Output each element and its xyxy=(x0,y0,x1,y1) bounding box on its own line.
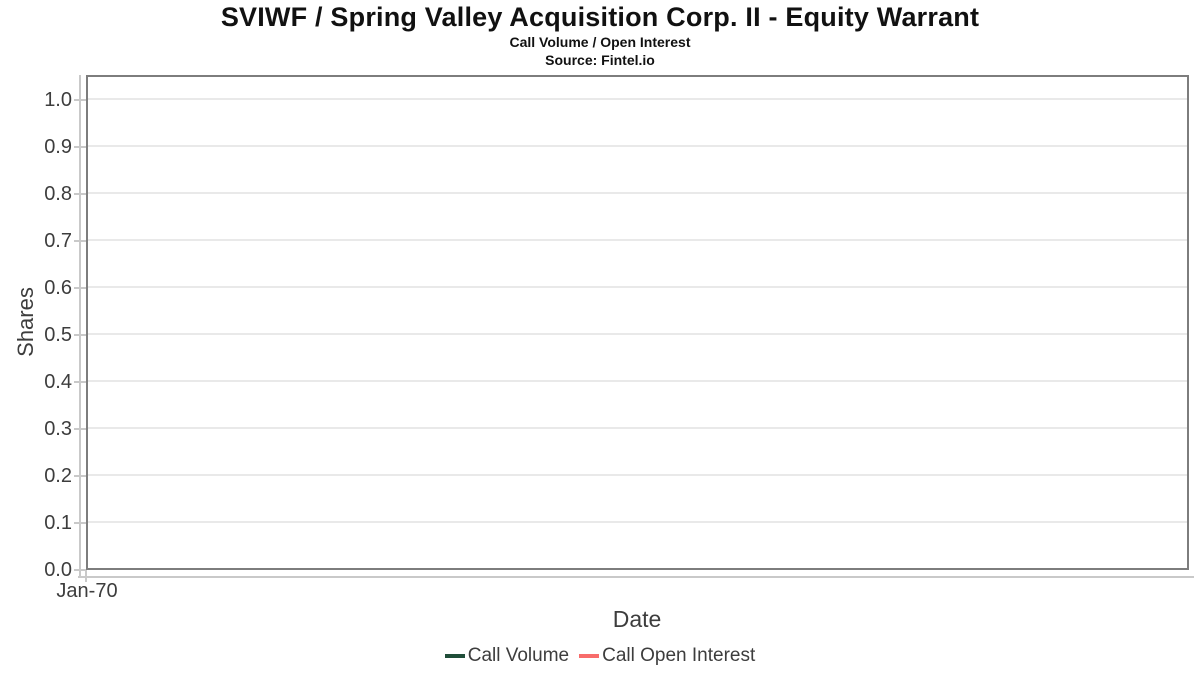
x-tick-mark xyxy=(85,570,87,582)
gridline xyxy=(88,192,1187,194)
x-tick-label: Jan-70 xyxy=(56,580,118,602)
y-tick-mark xyxy=(74,569,86,571)
legend: Call Volume Call Open Interest xyxy=(0,645,1200,667)
gridline xyxy=(88,521,1187,523)
y-tick-mark xyxy=(74,240,86,242)
chart-source: Source: Fintel.io xyxy=(545,52,655,68)
y-tick-label: 0.9 xyxy=(44,136,72,158)
y-tick-mark xyxy=(74,99,86,101)
gridline xyxy=(88,427,1187,429)
legend-label: Call Open Interest xyxy=(602,645,756,666)
gridline xyxy=(88,286,1187,288)
plot-area xyxy=(86,75,1189,570)
y-tick-mark xyxy=(74,522,86,524)
call-open-interest-line-swatch-icon xyxy=(579,654,600,658)
y-tick-mark xyxy=(74,475,86,477)
y-tick-label: 0.5 xyxy=(44,324,72,346)
y-tick-mark xyxy=(74,193,86,195)
y-tick-label: 0.3 xyxy=(44,418,72,440)
y-tick-label: 0.6 xyxy=(44,277,72,299)
y-tick-label: 0.1 xyxy=(44,512,72,534)
gridline xyxy=(88,98,1187,100)
legend-label: Call Volume xyxy=(467,645,570,666)
y-tick-mark xyxy=(74,381,86,383)
x-axis-title: Date xyxy=(612,606,662,632)
y-tick-mark xyxy=(74,334,86,336)
y-tick-mark xyxy=(74,287,86,289)
y-tick-label: 0.0 xyxy=(44,559,72,581)
chart-title: SVIWF / Spring Valley Acquisition Corp. … xyxy=(220,2,980,32)
gridline xyxy=(88,333,1187,335)
chart-subtitle: Call Volume / Open Interest xyxy=(509,34,691,50)
gridline xyxy=(88,474,1187,476)
legend-item-call-open-interest[interactable]: Call Open Interest xyxy=(579,645,755,667)
gridline xyxy=(88,239,1187,241)
y-tick-mark xyxy=(74,146,86,148)
y-tick-label: 0.7 xyxy=(44,230,72,252)
call-volume-line-swatch-icon xyxy=(444,654,465,658)
gridline xyxy=(88,145,1187,147)
y-axis-title: Shares xyxy=(13,287,38,357)
y-tick-mark xyxy=(74,428,86,430)
legend-item-call-volume[interactable]: Call Volume xyxy=(444,645,570,667)
x-axis-line xyxy=(78,576,1194,578)
y-tick-label: 0.2 xyxy=(44,465,72,487)
y-tick-label: 0.8 xyxy=(44,183,72,205)
gridline xyxy=(88,380,1187,382)
y-tick-label: 0.4 xyxy=(44,371,72,393)
y-tick-label: 1.0 xyxy=(44,89,72,111)
y-axis-line xyxy=(79,75,81,578)
